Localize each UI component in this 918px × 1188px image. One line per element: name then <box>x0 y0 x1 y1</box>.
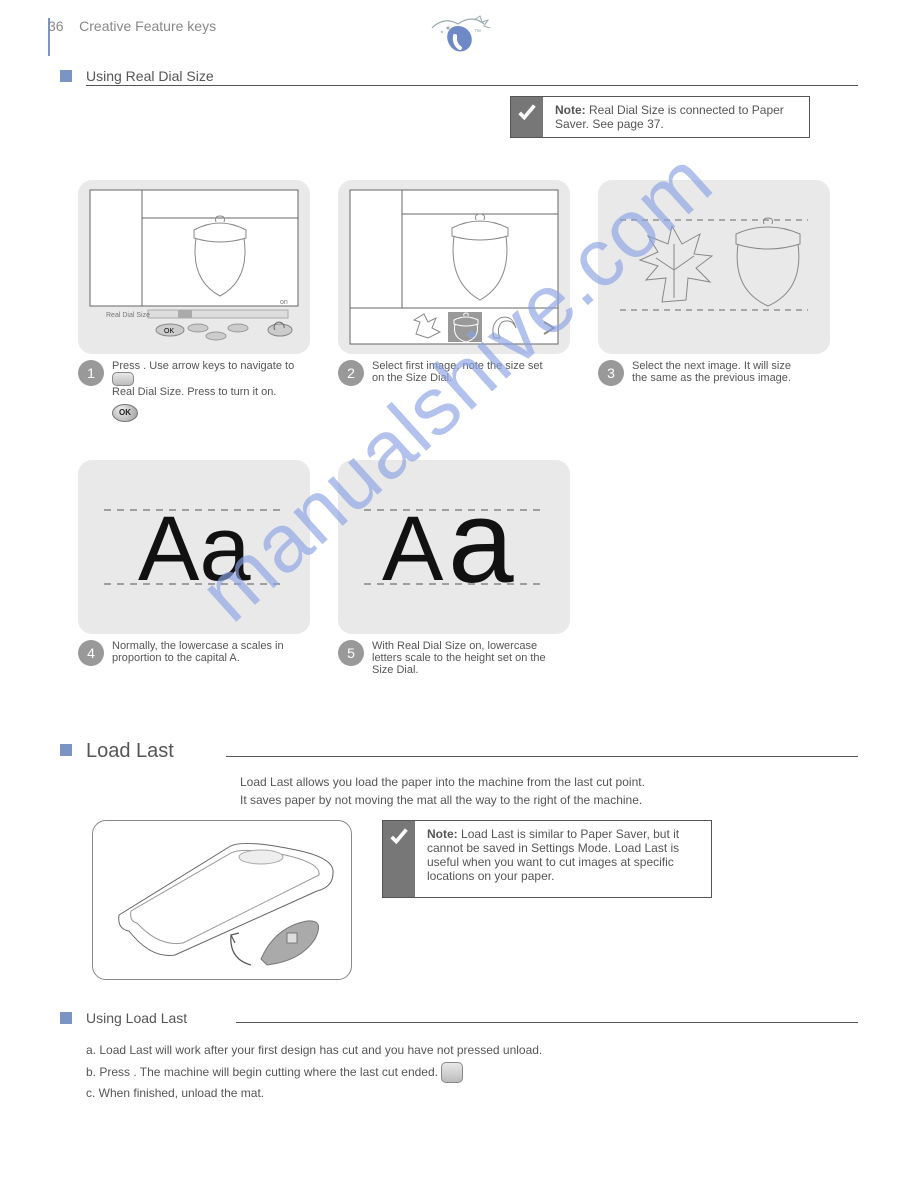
note2-title: Note: <box>427 827 458 841</box>
ull-step-b: b. Press . The machine will begin cuttin… <box>86 1062 858 1084</box>
section-bullet-2 <box>60 744 72 756</box>
step-badge-3: 3 <box>598 360 624 386</box>
settings-key-icon <box>112 372 134 386</box>
load-last-desc2: It saves paper by not moving the mat all… <box>240 791 858 809</box>
step4-line1: Normally, the lowercase a scales in <box>112 640 284 652</box>
step-badge-2: 2 <box>338 360 364 386</box>
load-last-key-icon <box>441 1062 463 1082</box>
svg-text:™: ™ <box>474 29 481 36</box>
section-bullet-3 <box>60 1012 72 1024</box>
step5-line3: Size Dial. <box>372 664 418 676</box>
running-header: 36 Creative Feature keys <box>48 18 216 34</box>
step5-line2: letters scale to the height set on the <box>372 652 546 664</box>
section-bullet <box>60 70 72 82</box>
svg-text:Real Dial Size: Real Dial Size <box>106 312 150 319</box>
step-badge-5: 5 <box>338 640 364 666</box>
page-number: 36 <box>48 18 64 34</box>
illustration-step3 <box>598 180 830 354</box>
check-icon <box>511 97 543 137</box>
step2-line1: Select first image, note the size set <box>372 360 543 372</box>
illustration-machine <box>92 820 352 980</box>
note-box-rds: Note: Real Dial Size is connected to Pap… <box>510 96 810 138</box>
section-title-load-last: Load Last <box>86 740 226 763</box>
check-icon-2 <box>383 821 415 897</box>
illustration-step2 <box>338 180 570 354</box>
svg-text:on: on <box>280 299 288 306</box>
svg-text:A: A <box>382 498 444 600</box>
step-badge-4: 4 <box>78 640 104 666</box>
step1-line2: Real Dial Size. Press to turn it on. <box>112 386 276 398</box>
load-last-desc1: Load Last allows you load the paper into… <box>240 773 858 791</box>
note2-body: Load Last is similar to Paper Saver, but… <box>427 827 679 883</box>
step3-line1: Select the next image. It will size <box>632 360 791 372</box>
brand-logo: ™ <box>424 10 494 63</box>
section-title-real-dial: Using Real Dial Size <box>86 68 214 84</box>
illustration-step5: A a <box>338 460 570 634</box>
illustration-step1: Real Dial Size on OK <box>78 180 310 354</box>
ull-step-a: a. Load Last will work after your first … <box>86 1040 858 1062</box>
step1-line1: Press . Use arrow keys to navigate to <box>112 360 294 372</box>
ull-step-c: c. When finished, unload the mat. <box>86 1083 858 1105</box>
note-title: Note: Real Dial Size is connected to Pap… <box>555 103 801 131</box>
section-title-using-load-last: Using Load Last <box>86 1010 236 1026</box>
svg-text:OK: OK <box>164 328 174 335</box>
step4-line2: proportion to the capital A. <box>112 652 240 664</box>
illustration-step4: Aa <box>78 460 310 634</box>
header-title: Creative Feature keys <box>79 18 216 34</box>
step5-line1: With Real Dial Size on, lowercase <box>372 640 537 652</box>
step2-line2: on the Size Dial. <box>372 372 452 384</box>
svg-text:Aa: Aa <box>138 498 251 600</box>
svg-text:a: a <box>448 476 514 608</box>
step-badge-1: 1 <box>78 360 104 386</box>
step3-line2: the same as the previous image. <box>632 372 791 384</box>
note-box-load-last: Note: Load Last is similar to Paper Save… <box>382 820 712 898</box>
note-body: Real Dial Size is connected to Paper Sav… <box>555 103 784 131</box>
ok-button-icon: OK <box>112 404 138 422</box>
